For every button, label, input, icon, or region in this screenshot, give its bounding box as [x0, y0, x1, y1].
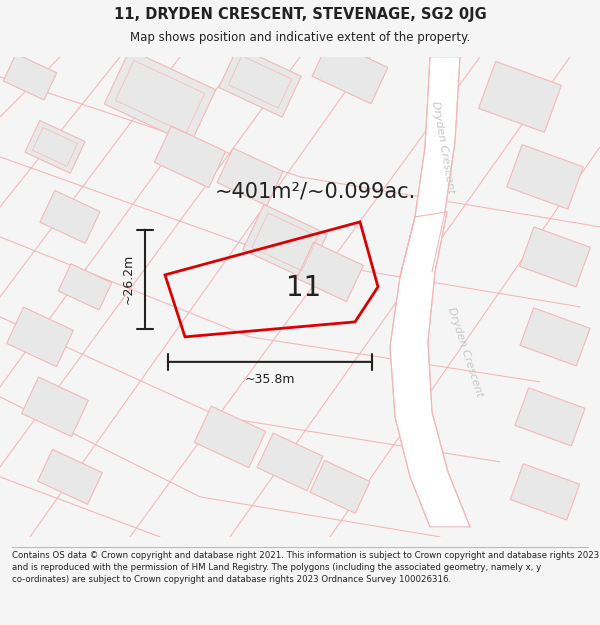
- Polygon shape: [219, 47, 301, 117]
- Polygon shape: [400, 57, 460, 277]
- Polygon shape: [104, 49, 216, 144]
- Polygon shape: [390, 212, 470, 527]
- Polygon shape: [22, 377, 88, 437]
- Polygon shape: [296, 242, 364, 302]
- Polygon shape: [515, 388, 585, 446]
- Polygon shape: [3, 54, 57, 100]
- Polygon shape: [312, 40, 388, 104]
- Polygon shape: [479, 61, 562, 132]
- Text: ~26.2m: ~26.2m: [122, 254, 135, 304]
- Polygon shape: [243, 204, 327, 279]
- Text: ~401m²/~0.099ac.: ~401m²/~0.099ac.: [215, 182, 416, 202]
- Polygon shape: [507, 144, 583, 209]
- Polygon shape: [511, 464, 580, 520]
- Text: ~35.8m: ~35.8m: [245, 373, 295, 386]
- Polygon shape: [25, 121, 85, 173]
- Polygon shape: [58, 264, 112, 310]
- Polygon shape: [194, 406, 266, 468]
- Polygon shape: [154, 126, 226, 188]
- Polygon shape: [310, 461, 370, 513]
- Polygon shape: [38, 449, 103, 504]
- Polygon shape: [217, 148, 283, 206]
- Polygon shape: [257, 433, 323, 491]
- Polygon shape: [520, 227, 590, 287]
- Polygon shape: [40, 191, 100, 243]
- Polygon shape: [520, 308, 590, 366]
- Polygon shape: [7, 307, 73, 367]
- Text: 11, DRYDEN CRESCENT, STEVENAGE, SG2 0JG: 11, DRYDEN CRESCENT, STEVENAGE, SG2 0JG: [113, 6, 487, 21]
- Text: Map shows position and indicative extent of the property.: Map shows position and indicative extent…: [130, 31, 470, 44]
- Text: 11: 11: [286, 274, 321, 302]
- Text: Dryden Crescent: Dryden Crescent: [446, 306, 484, 398]
- Text: Dryden Crescent: Dryden Crescent: [430, 100, 456, 194]
- Text: Contains OS data © Crown copyright and database right 2021. This information is : Contains OS data © Crown copyright and d…: [12, 551, 599, 584]
